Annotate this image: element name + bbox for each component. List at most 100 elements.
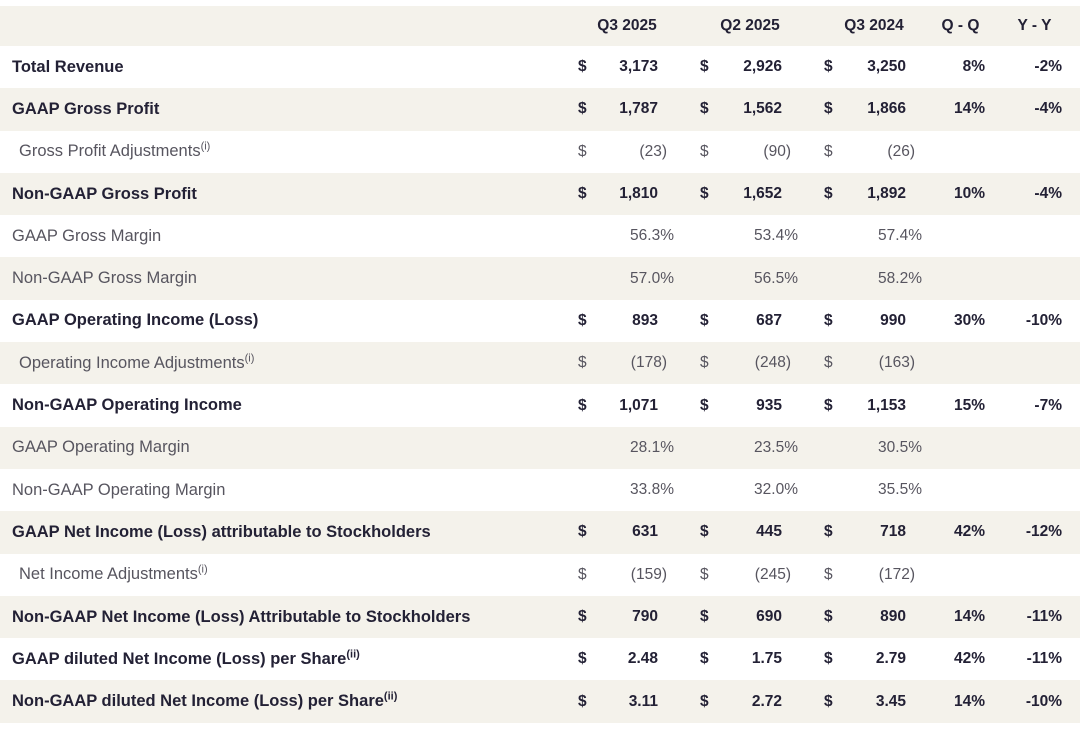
yy-change-cell: -10%: [1025, 692, 1062, 710]
currency-symbol-cell: $: [824, 142, 833, 160]
table-row: GAAP Operating Margin 28.1% 23.5% 30.5%: [0, 426, 1080, 469]
yy-change-cell: -11%: [1026, 650, 1062, 668]
qq-change-cell: 8%: [962, 58, 985, 76]
currency-symbol-cell: [812, 469, 838, 511]
currency-symbol-cell: $: [700, 650, 709, 668]
header-row: Q3 2025 Q2 2025 Q3 2024 Q - Q Y - Y: [0, 6, 1080, 46]
table-row: Non-GAAP Gross Profit $1,810 $1,652 $1,892 1…: [0, 172, 1080, 216]
currency-symbol-cell: [566, 257, 592, 299]
value-cell: 687: [756, 311, 782, 329]
row-label: Non-GAAP Net Income (Loss) Attributable …: [12, 607, 471, 626]
currency-symbol-cell: $: [700, 100, 709, 118]
currency-symbol-cell: $: [700, 692, 709, 710]
table-row: Total Revenue $3,173 $2,926 $3,250 8% -2%: [0, 46, 1080, 88]
hanging-suffix: ): [785, 565, 791, 583]
qq-change-cell: [936, 342, 1007, 384]
value-cell: 2.48: [627, 650, 658, 668]
currency-symbol-cell: $: [578, 692, 587, 710]
qq-change-cell: [936, 469, 1007, 511]
row-label: Non-GAAP Gross Margin: [12, 269, 197, 288]
value-cell: 30.5%: [878, 438, 922, 456]
table-body: Total Revenue $3,173 $2,926 $3,250 8% -2% GAAP…: [0, 46, 1080, 723]
row-label: Non-GAAP diluted Net Income (Loss) per S…: [12, 690, 398, 711]
value-cell: 631: [632, 523, 658, 541]
row-label: Gross Profit Adjustments(i): [19, 140, 211, 161]
value-cell: 23.5%: [754, 438, 798, 456]
value-cell: 53.4%: [754, 227, 798, 245]
currency-symbol-cell: $: [700, 396, 709, 414]
yy-change-cell: [1007, 469, 1080, 511]
currency-symbol-cell: $: [700, 565, 709, 583]
value-cell: 893: [632, 311, 658, 329]
value-cell: 1,562: [743, 100, 782, 118]
currency-symbol-cell: $: [578, 142, 587, 160]
currency-symbol-cell: $: [824, 650, 833, 668]
qq-change-cell: [936, 427, 1007, 469]
value-cell: 56.5%: [754, 269, 798, 287]
currency-symbol-cell: $: [824, 692, 833, 710]
currency-symbol-cell: [688, 427, 714, 469]
currency-symbol-cell: $: [824, 58, 833, 76]
value-cell: (90): [763, 142, 791, 160]
currency-symbol-cell: $: [700, 311, 709, 329]
currency-symbol-cell: [812, 215, 838, 257]
value-cell: (26): [887, 142, 915, 160]
value-cell: 2,926: [743, 58, 782, 76]
table-row: GAAP Operating Income (Loss) $893 $687 $990…: [0, 300, 1080, 342]
hanging-suffix: %: [908, 227, 922, 245]
value-cell: 3.45: [875, 692, 906, 710]
currency-symbol-cell: $: [824, 608, 833, 625]
hanging-suffix: %: [660, 481, 674, 499]
currency-symbol-cell: [812, 257, 838, 299]
hanging-suffix: %: [908, 269, 922, 287]
qq-change-cell: 42%: [953, 650, 985, 668]
value-cell: 2.79: [875, 650, 906, 668]
hanging-suffix: ): [909, 565, 915, 583]
col-header-y-y: Y - Y: [1017, 17, 1052, 34]
value-cell: 32.0%: [754, 481, 798, 499]
currency-symbol-cell: [688, 215, 714, 257]
value-cell: 3.11: [628, 692, 658, 710]
yy-change-cell: -11%: [1026, 608, 1062, 625]
currency-symbol-cell: $: [824, 523, 833, 541]
table-row: Operating Income Adjustments(i) $ (178) $ (2…: [0, 342, 1080, 385]
value-cell: 718: [880, 523, 906, 541]
value-cell: 1,810: [619, 185, 658, 203]
currency-symbol-cell: $: [578, 608, 587, 625]
currency-symbol-cell: $: [700, 185, 709, 203]
yy-change-cell: [1007, 342, 1080, 384]
qq-change-cell: 42%: [953, 523, 985, 541]
value-cell: 1,153: [867, 396, 906, 414]
hanging-suffix: %: [784, 438, 798, 456]
hanging-suffix: %: [660, 438, 674, 456]
hanging-suffix: %: [660, 227, 674, 245]
qq-change-cell: [936, 215, 1007, 257]
value-cell: 1,892: [867, 185, 906, 203]
gaap-non-gaap-results-table: Q3 2025 Q2 2025 Q3 2024 Q - Q Y - Y Tota…: [0, 6, 1080, 723]
qq-change-cell: 14%: [953, 692, 985, 710]
table-row: Non-GAAP Gross Margin 57.0% 56.5% 58.2%: [0, 257, 1080, 300]
row-label: Non-GAAP Gross Profit: [12, 184, 197, 203]
row-label: GAAP Operating Margin: [12, 438, 190, 457]
currency-symbol-cell: $: [578, 523, 587, 541]
yy-change-cell: -7%: [1034, 396, 1062, 414]
currency-symbol-cell: [688, 257, 714, 299]
value-cell: (248): [754, 354, 791, 372]
row-label: Non-GAAP Operating Margin: [12, 480, 226, 499]
value-cell: (23): [639, 142, 667, 160]
value-cell: 57.0%: [630, 269, 674, 287]
table-row: GAAP Gross Profit $1,787 $1,562 $1,866 14% -4…: [0, 88, 1080, 131]
value-cell: 35.5%: [878, 481, 922, 499]
hanging-suffix: %: [784, 481, 798, 499]
table-row: Non-GAAP diluted Net Income (Loss) per S…: [0, 680, 1080, 723]
qq-change-cell: [936, 554, 1007, 596]
row-label: Non-GAAP Operating Income: [12, 396, 242, 415]
hanging-suffix: ): [909, 354, 915, 372]
hanging-suffix: %: [660, 269, 674, 287]
yy-change-cell: [1007, 257, 1080, 299]
table-row: Non-GAAP Operating Income $1,071 $935 $1,15…: [0, 384, 1080, 426]
col-header-q3-2025: Q3 2025: [597, 17, 657, 34]
qq-change-cell: [936, 257, 1007, 299]
hanging-suffix: %: [784, 269, 798, 287]
